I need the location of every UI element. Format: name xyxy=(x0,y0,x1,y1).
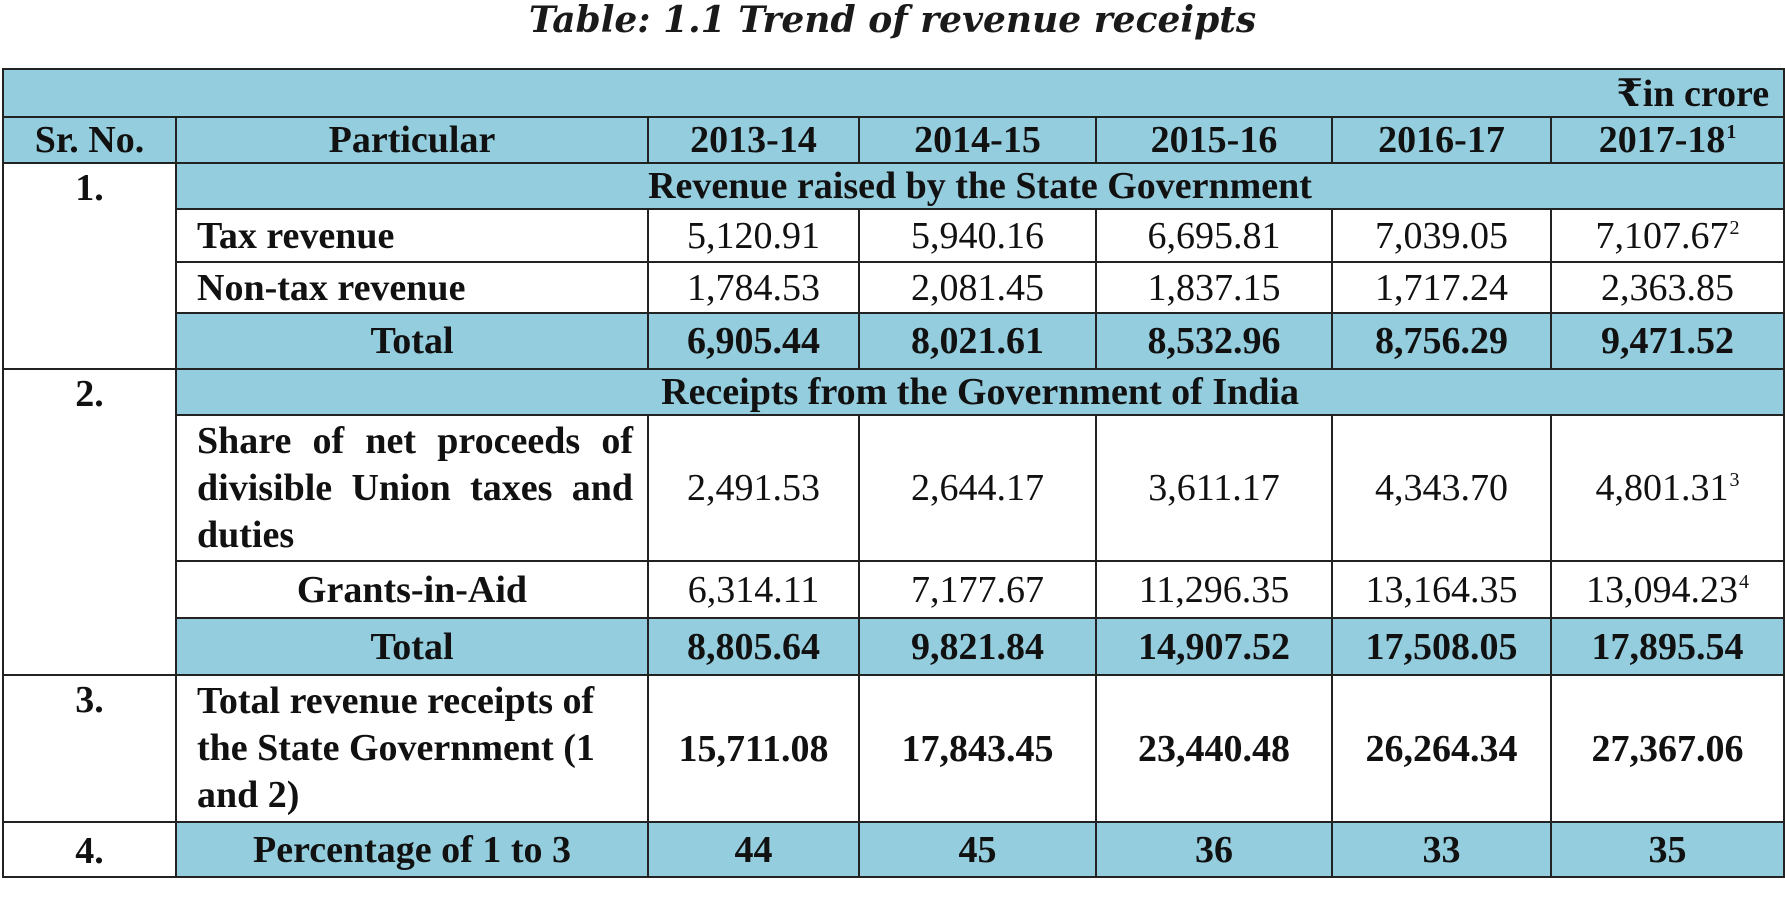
total-value: 9,471.52 xyxy=(1549,312,1785,370)
total-value: 17,895.54 xyxy=(1549,617,1785,676)
header-year: 2014-15 xyxy=(858,116,1097,164)
table-row: Grants-in-Aid 6,314.11 7,177.67 11,296.3… xyxy=(3,560,1785,619)
total-label: Total xyxy=(175,617,649,676)
row-label: Tax revenue xyxy=(175,208,649,263)
total-value: 14,907.52 xyxy=(1095,617,1333,676)
cell-value: 2,363.85 xyxy=(1549,261,1785,314)
header-year: 2013-14 xyxy=(647,116,860,164)
serial-number: 3. xyxy=(2,674,177,823)
unit-label: ₹in crore xyxy=(1,68,1785,118)
total-value: 6,905.44 xyxy=(647,312,860,370)
cell-value: 2,491.53 xyxy=(647,414,860,562)
total-value: 8,805.64 xyxy=(647,617,860,676)
cell-value: 23,440.48 xyxy=(1095,674,1333,823)
cell-value: 6,695.81 xyxy=(1095,208,1333,263)
table-row: Tax revenue 5,120.91 5,940.16 6,695.81 7… xyxy=(3,208,1785,263)
cell-value: 2,644.17 xyxy=(858,414,1097,562)
footnote-marker: 2 xyxy=(1729,216,1740,239)
table-row: Share of net proceeds of divisible Union… xyxy=(3,414,1785,562)
total-value: 8,756.29 xyxy=(1331,312,1552,370)
cell-value: 27,367.06 xyxy=(1549,674,1785,823)
total-value: 17,508.05 xyxy=(1331,617,1552,676)
unit-row: ₹in crore xyxy=(1,68,1785,118)
section-heading-row: 1. Revenue raised by the State Governmen… xyxy=(2,162,1785,370)
section-heading: Receipts from the Government of India xyxy=(174,368,1785,416)
cell-value-text: 4,801.31 xyxy=(1595,467,1729,509)
section-heading-row: 2. Receipts from the Government of India xyxy=(2,368,1785,676)
cell-value: 5,940.16 xyxy=(858,208,1097,263)
section-heading: Revenue raised by the State Government xyxy=(174,162,1785,210)
cell-value: 13,094.234 xyxy=(1549,560,1785,619)
cell-value: 7,039.05 xyxy=(1331,208,1552,263)
cell-value: 7,177.67 xyxy=(858,560,1097,619)
cell-value: 7,107.672 xyxy=(1549,208,1785,263)
table-title: Table: 1.1 Trend of revenue receipts xyxy=(528,0,1257,41)
header-year: 2016-17 xyxy=(1331,116,1552,164)
row-label: Total revenue receipts of the State Gove… xyxy=(175,674,649,823)
cell-value: 15,711.08 xyxy=(647,674,860,823)
header-particular: Particular xyxy=(175,116,649,164)
footnote-marker: 4 xyxy=(1739,570,1750,593)
footnote-marker: 1 xyxy=(1726,121,1737,144)
cell-value: 1,784.53 xyxy=(647,261,860,314)
cell-value: 2,081.45 xyxy=(858,261,1097,314)
header-row: Sr. No. Particular 2013-14 2014-15 2015-… xyxy=(2,116,1785,164)
row-label: Percentage of 1 to 3 xyxy=(175,821,649,878)
serial-number: 1. xyxy=(2,162,177,370)
cell-value: 45 xyxy=(858,821,1097,878)
cell-value-text: 7,107.67 xyxy=(1595,214,1729,257)
cell-value-text: 13,094.23 xyxy=(1586,568,1739,611)
table-row: 3. Total revenue receipts of the State G… xyxy=(2,674,1785,823)
cell-value: 1,837.15 xyxy=(1095,261,1333,314)
cell-value: 44 xyxy=(647,821,860,878)
revenue-receipts-table: ₹in crore Sr. No. Particular 2013-14 201… xyxy=(1,68,1785,878)
header-year-label: 2017-18 xyxy=(1598,119,1726,161)
table-row: Non-tax revenue 1,784.53 2,081.45 1,837.… xyxy=(3,261,1785,314)
header-sr-no: Sr. No. xyxy=(2,116,177,164)
cell-value: 6,314.11 xyxy=(647,560,860,619)
cell-value: 1,717.24 xyxy=(1331,261,1552,314)
total-row: Total 8,805.64 9,821.84 14,907.52 17,508… xyxy=(3,617,1785,676)
cell-value: 13,164.35 xyxy=(1331,560,1552,619)
row-label: Share of net proceeds of divisible Union… xyxy=(175,414,649,562)
serial-number: 2. xyxy=(2,368,177,676)
total-value: 8,532.96 xyxy=(1095,312,1333,370)
cell-value: 17,843.45 xyxy=(858,674,1097,823)
cell-value: 35 xyxy=(1549,821,1785,878)
header-year: 2017-181 xyxy=(1549,116,1785,164)
cell-value: 11,296.35 xyxy=(1095,560,1333,619)
total-value: 9,821.84 xyxy=(858,617,1097,676)
serial-number: 4. xyxy=(2,821,177,878)
cell-value: 26,264.34 xyxy=(1331,674,1552,823)
row-label: Non-tax revenue xyxy=(175,261,649,314)
row-label: Grants-in-Aid xyxy=(175,560,649,619)
table-row: 4. Percentage of 1 to 3 44 45 36 33 35 xyxy=(2,821,1785,878)
total-label: Total xyxy=(175,312,649,370)
header-year: 2015-16 xyxy=(1095,116,1333,164)
total-row: Total 6,905.44 8,021.61 8,532.96 8,756.2… xyxy=(3,312,1785,370)
cell-value: 4,343.70 xyxy=(1331,414,1552,562)
footnote-marker: 3 xyxy=(1729,469,1740,492)
total-value: 8,021.61 xyxy=(858,312,1097,370)
cell-value: 33 xyxy=(1331,821,1552,878)
cell-value: 4,801.313 xyxy=(1549,414,1785,562)
cell-value: 3,611.17 xyxy=(1095,414,1333,562)
cell-value: 36 xyxy=(1095,821,1333,878)
cell-value: 5,120.91 xyxy=(647,208,860,263)
